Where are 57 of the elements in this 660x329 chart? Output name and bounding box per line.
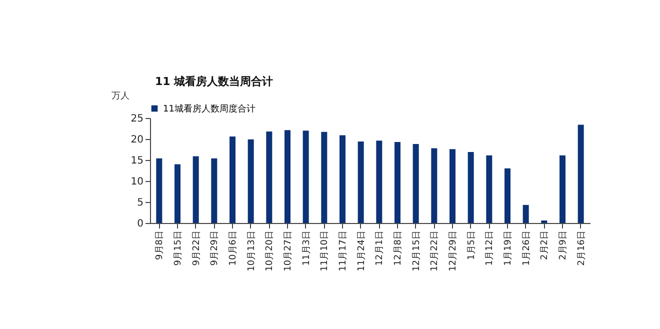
bar xyxy=(248,139,254,223)
bar xyxy=(394,142,400,223)
x-tick-label: 10月13日 xyxy=(246,230,257,272)
x-tick-label: 10月20日 xyxy=(265,230,276,272)
bar xyxy=(541,220,548,223)
bar xyxy=(266,131,272,223)
bar xyxy=(358,142,364,223)
x-tick-label: 1月26日 xyxy=(522,230,532,266)
bar xyxy=(522,204,529,223)
x-tick-label: 10月6日 xyxy=(228,230,238,266)
x-tick-label: 9月22日 xyxy=(192,230,202,266)
bar xyxy=(156,158,162,223)
bar xyxy=(578,124,584,223)
bar xyxy=(321,132,328,223)
x-tick-label: 12月22日 xyxy=(430,230,440,272)
bar xyxy=(412,144,419,223)
bar xyxy=(230,136,236,223)
bar xyxy=(486,155,492,223)
x-tick-label: 2月2日 xyxy=(540,230,550,260)
x-tick-label: 11月24日 xyxy=(356,230,367,272)
y-tick-label: 15 xyxy=(130,156,144,166)
x-tick-label: 2月9日 xyxy=(558,230,568,260)
bar xyxy=(468,152,474,223)
x-tick-label: 10月27日 xyxy=(284,230,294,272)
x-tick-label: 9月29日 xyxy=(210,230,220,266)
x-tick-label: 12月15日 xyxy=(412,230,422,272)
y-tick-label: 20 xyxy=(130,134,144,146)
x-tick-label: 12月8日 xyxy=(394,230,404,266)
x-tick-label: 1月12日 xyxy=(485,230,496,266)
bar xyxy=(504,168,510,223)
x-tick-label: 1月5日 xyxy=(466,230,477,260)
x-tick-label: 12月1日 xyxy=(375,230,386,266)
x-tick-label: 11月10日 xyxy=(320,230,330,272)
bar xyxy=(211,158,218,223)
x-tick-label: 9月15日 xyxy=(174,230,184,266)
bar xyxy=(302,130,309,223)
bar xyxy=(376,140,382,223)
x-tick-label: 2月16日 xyxy=(576,230,587,266)
x-tick-label: 11月17日 xyxy=(338,230,348,272)
bar xyxy=(431,148,438,223)
x-tick-label: 9月8日 xyxy=(155,230,166,260)
bar xyxy=(450,149,456,223)
y-tick-label: 5 xyxy=(137,198,144,208)
bar xyxy=(192,156,199,223)
x-tick-label: 1月19日 xyxy=(504,230,514,266)
bar xyxy=(284,130,290,223)
y-tick-label: 0 xyxy=(137,218,144,230)
x-tick-label: 12月29日 xyxy=(448,230,458,272)
x-tick-label: 11月3日 xyxy=(302,230,312,266)
y-axis-title: 万人 xyxy=(112,90,130,102)
bar xyxy=(340,135,346,223)
legend-label: 11城看房人数周度合计 xyxy=(163,104,256,114)
y-tick-label: 25 xyxy=(130,114,144,124)
chart-title: 11 城看房人数当周合计 xyxy=(155,75,274,88)
bar xyxy=(560,155,566,223)
bar xyxy=(174,164,180,223)
y-tick-label: 10 xyxy=(130,176,144,188)
